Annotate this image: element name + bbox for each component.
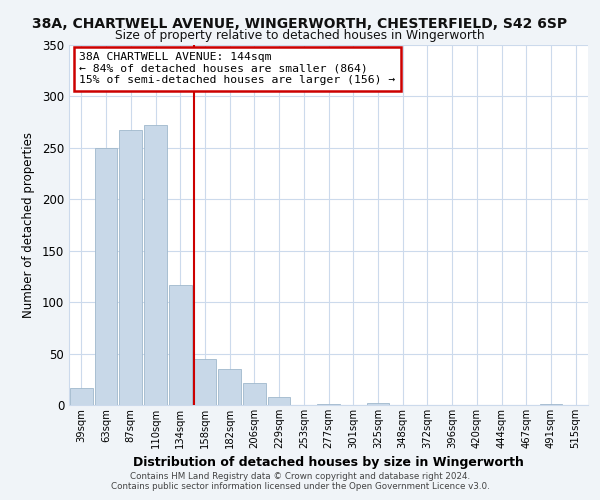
Text: Contains public sector information licensed under the Open Government Licence v3: Contains public sector information licen… bbox=[110, 482, 490, 491]
Text: Size of property relative to detached houses in Wingerworth: Size of property relative to detached ho… bbox=[115, 29, 485, 42]
Bar bbox=[95, 148, 118, 405]
Text: 38A, CHARTWELL AVENUE, WINGERWORTH, CHESTERFIELD, S42 6SP: 38A, CHARTWELL AVENUE, WINGERWORTH, CHES… bbox=[32, 18, 568, 32]
Bar bbox=[317, 404, 340, 405]
Y-axis label: Number of detached properties: Number of detached properties bbox=[22, 132, 35, 318]
Bar bbox=[367, 403, 389, 405]
Text: 38A CHARTWELL AVENUE: 144sqm
← 84% of detached houses are smaller (864)
15% of s: 38A CHARTWELL AVENUE: 144sqm ← 84% of de… bbox=[79, 52, 395, 86]
Bar bbox=[194, 358, 216, 405]
X-axis label: Distribution of detached houses by size in Wingerworth: Distribution of detached houses by size … bbox=[133, 456, 524, 469]
Bar bbox=[539, 404, 562, 405]
Text: Contains HM Land Registry data © Crown copyright and database right 2024.: Contains HM Land Registry data © Crown c… bbox=[130, 472, 470, 481]
Bar bbox=[243, 384, 266, 405]
Bar bbox=[119, 130, 142, 405]
Bar bbox=[268, 397, 290, 405]
Bar bbox=[218, 369, 241, 405]
Bar bbox=[144, 125, 167, 405]
Bar bbox=[169, 284, 191, 405]
Bar bbox=[70, 388, 93, 405]
